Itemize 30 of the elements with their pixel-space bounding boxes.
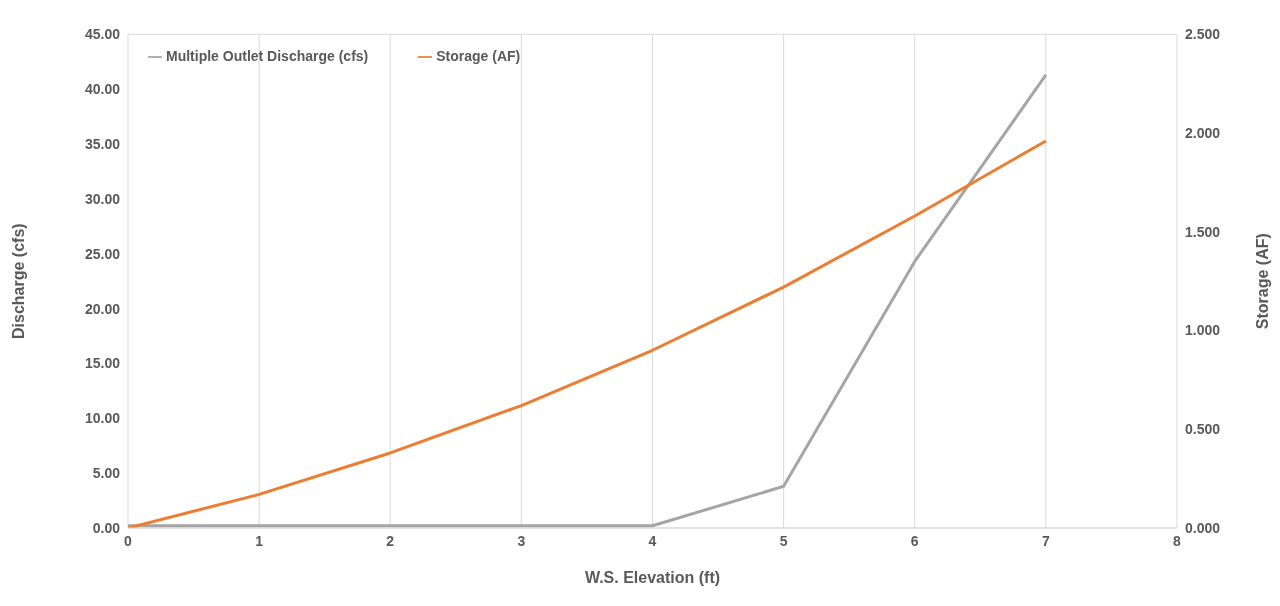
legend-label: Multiple Outlet Discharge (cfs) [166,48,369,64]
x-axis-title: W.S. Elevation (ft) [584,569,721,586]
x-tick-label: 6 [910,532,919,549]
x-tick-label: 5 [779,532,788,549]
x-tick-label: 2 [386,532,395,549]
y2-tick-label: 1.500 [1185,223,1221,240]
y-tick-label: 10.00 [84,410,121,427]
x-tick-label: 0 [124,532,133,549]
x-tick-label: 1 [255,532,264,549]
y2-tick-label: 2.500 [1185,26,1221,43]
y2-tick-label: 1.000 [1185,322,1221,339]
y-tick-label: 30.00 [84,190,121,207]
x-tick-label: 4 [648,532,657,549]
y-tick-label: 40.00 [84,81,121,98]
y2-tick-label: 2.000 [1185,125,1221,142]
y-tick-label: 45.00 [84,26,121,43]
y-tick-label: 5.00 [92,465,121,482]
legend-label: Storage (AF) [436,48,521,64]
y2-tick-label: 0.000 [1185,519,1221,536]
x-tick-label: 7 [1041,532,1050,549]
y-axis-title: Discharge (cfs) [9,223,27,339]
y-tick-label: 0.00 [92,519,121,536]
y-tick-label: 20.00 [84,300,121,317]
y-tick-label: 25.00 [84,245,121,262]
x-tick-label: 3 [517,532,526,549]
y-tick-label: 35.00 [84,135,121,152]
x-tick-label: 8 [1173,532,1182,549]
y2-tick-label: 0.500 [1185,421,1221,438]
y2-axis-title: Storage (AF) [1253,233,1271,330]
y-tick-label: 15.00 [84,355,121,372]
